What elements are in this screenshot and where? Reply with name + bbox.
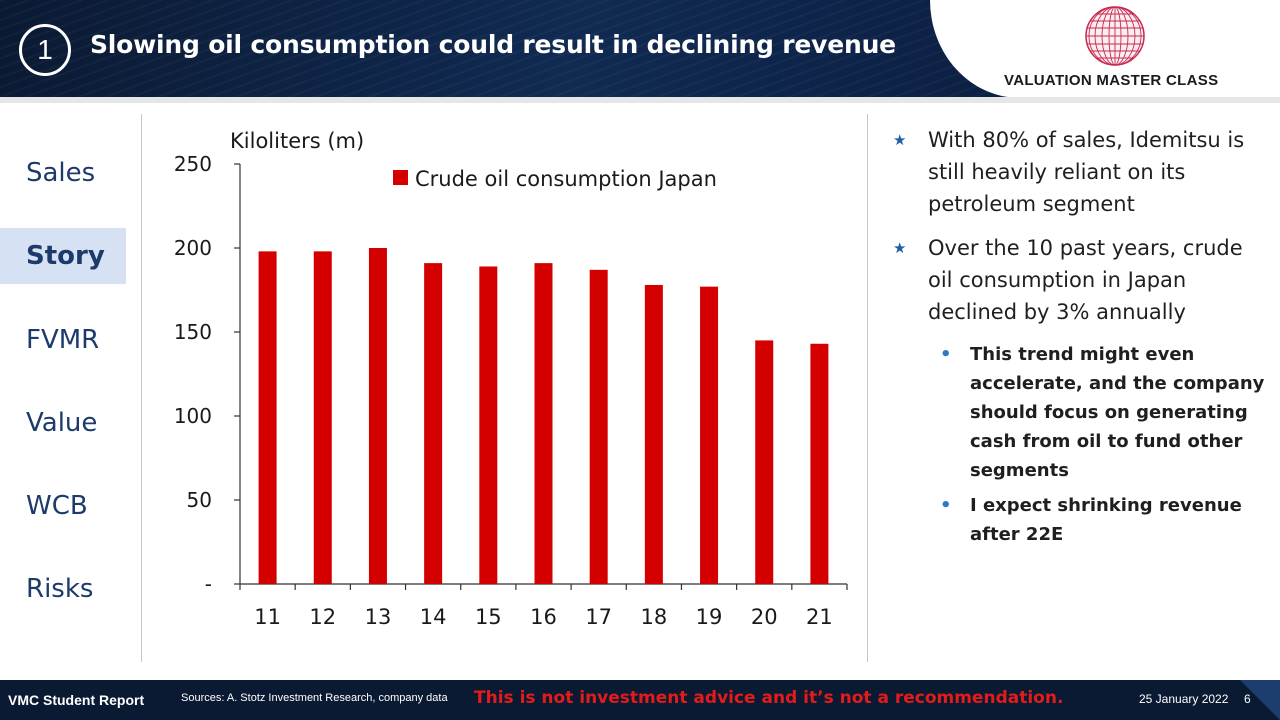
bullet-item: ★ Over the 10 past years, crude oil consu… — [890, 232, 1270, 328]
bar — [258, 251, 277, 585]
globe-logo-icon — [1085, 6, 1145, 66]
dot-bullet-icon: • — [940, 495, 952, 516]
nav-item-value[interactable]: Value — [26, 408, 98, 438]
bar — [755, 340, 774, 584]
sub-bullet-text: This trend might even accelerate, and th… — [970, 344, 1265, 481]
x-tick-label: 19 — [696, 605, 723, 629]
bar — [644, 284, 663, 584]
sub-bullet-item: • This trend might even accelerate, and t… — [890, 340, 1270, 485]
bullet-text: Over the 10 past years, crude oil consum… — [928, 236, 1243, 324]
dot-bullet-icon: • — [940, 344, 952, 365]
bar — [368, 248, 387, 584]
header-divider — [0, 97, 1280, 103]
sub-bullet-item: • I expect shrinking revenue after 22E — [890, 491, 1270, 549]
bar — [424, 263, 443, 584]
nav-item-sales[interactable]: Sales — [26, 158, 96, 188]
footer-bar: VMC Student Report Sources: A. Stotz Inv… — [0, 680, 1280, 720]
brand-name: VALUATION MASTER CLASS — [1004, 72, 1219, 89]
y-axis-label: Kiloliters (m) — [230, 129, 364, 153]
bullet-item: ★ With 80% of sales, Idemitsu is still he… — [890, 124, 1270, 220]
y-tick-label: 50 — [187, 488, 212, 512]
x-tick-label: 21 — [806, 605, 833, 629]
y-tick-label: - — [205, 572, 212, 596]
y-tick-label: 250 — [174, 152, 212, 176]
bar — [534, 263, 553, 584]
x-tick-label: 16 — [530, 605, 557, 629]
commentary-bullets: ★ With 80% of sales, Idemitsu is still he… — [890, 124, 1270, 555]
x-tick-label: 17 — [585, 605, 612, 629]
x-tick-label: 12 — [309, 605, 336, 629]
nav-item-story[interactable]: Story — [0, 228, 126, 284]
disclaimer: This is not investment advice and it’s n… — [474, 688, 1064, 708]
nav-item-fvmr[interactable]: FVMR — [26, 325, 100, 355]
bar — [313, 251, 332, 585]
content-divider — [867, 114, 868, 662]
x-tick-label: 13 — [365, 605, 392, 629]
page-title: Slowing oil consumption could result in … — [90, 30, 896, 59]
bar — [589, 269, 608, 584]
y-tick-label: 200 — [174, 236, 212, 260]
nav-item-wcb[interactable]: WCB — [26, 491, 88, 521]
x-tick-label: 15 — [475, 605, 502, 629]
nav-divider — [141, 114, 142, 662]
y-tick-label: 100 — [174, 404, 212, 428]
legend-swatch — [393, 170, 408, 185]
bullet-text: With 80% of sales, Idemitsu is still hea… — [928, 128, 1245, 216]
page-number: 6 — [1244, 692, 1251, 706]
legend-label: Crude oil consumption Japan — [415, 167, 717, 191]
bar — [700, 286, 719, 584]
x-tick-label: 11 — [254, 605, 281, 629]
bar-chart: Kiloliters (m) - 50 100 150 200 250 11 12 13 14 15… — [174, 129, 848, 629]
report-date: 25 January 2022 — [1139, 692, 1229, 706]
sources-note: Sources: A. Stotz Investment Research, c… — [181, 692, 448, 704]
nav-item-risks[interactable]: Risks — [26, 574, 94, 604]
star-bullet-icon: ★ — [893, 131, 907, 149]
bar — [479, 266, 498, 584]
report-label: VMC Student Report — [8, 692, 145, 708]
x-tick-label: 14 — [420, 605, 447, 629]
sub-bullet-text: I expect shrinking revenue after 22E — [970, 495, 1242, 545]
y-tick-label: 150 — [174, 320, 212, 344]
bar — [810, 343, 829, 584]
x-tick-label: 20 — [751, 605, 778, 629]
star-bullet-icon: ★ — [893, 239, 907, 257]
x-tick-label: 18 — [640, 605, 667, 629]
slide-number-badge: 1 — [19, 24, 71, 76]
